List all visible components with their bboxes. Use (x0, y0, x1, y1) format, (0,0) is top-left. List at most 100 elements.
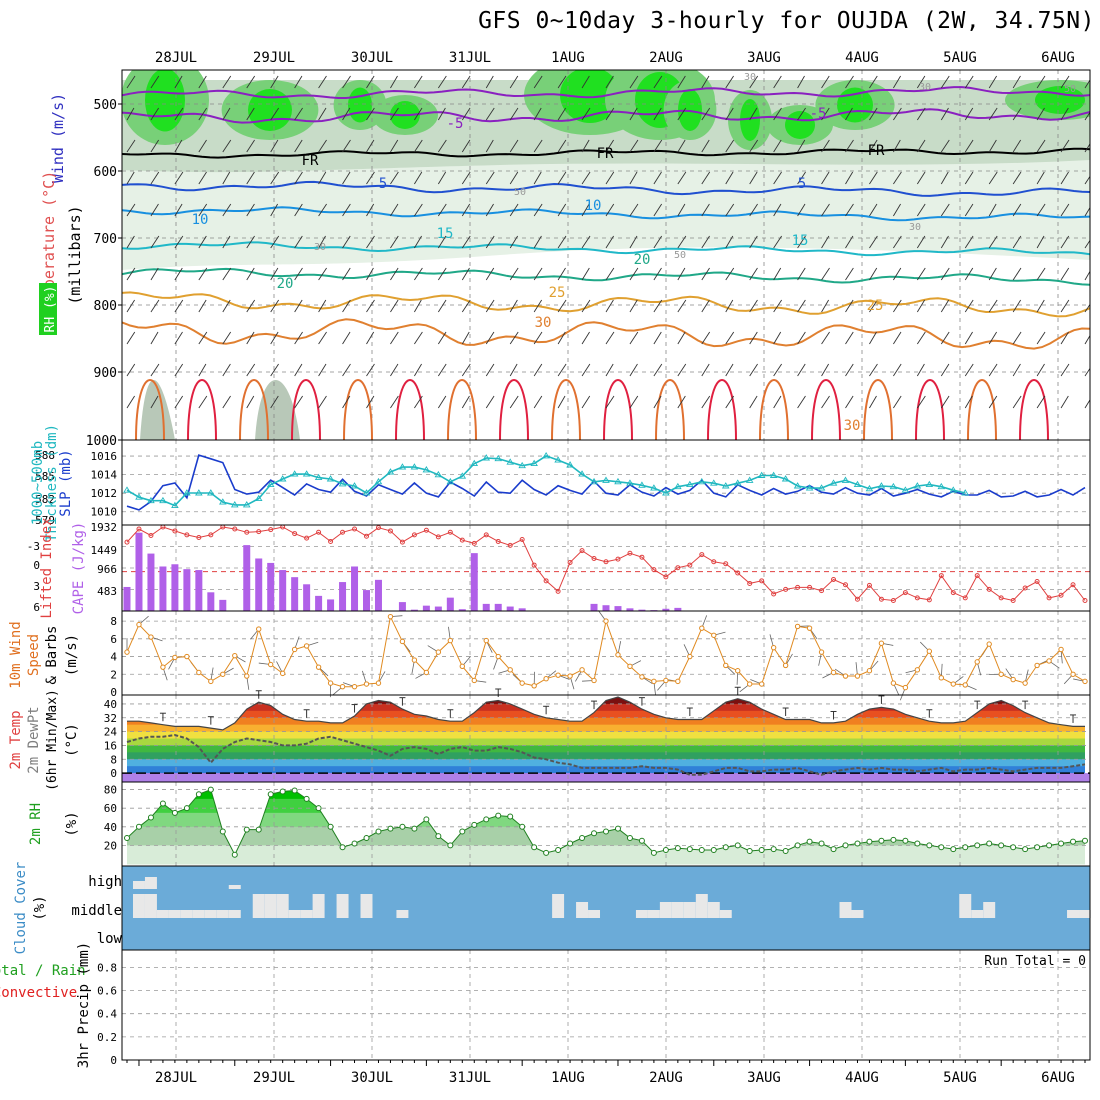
li-point (986, 586, 992, 592)
cloud-middle-bar (204, 910, 217, 918)
rh-point (327, 823, 334, 830)
wind-barb (749, 203, 758, 217)
date-label-top: 30JUL (351, 50, 393, 66)
wind-barb (1060, 395, 1069, 409)
wind-barb (366, 75, 375, 89)
li-point (1058, 592, 1064, 598)
y-tick-label: 60 (104, 802, 117, 815)
wind-barb (605, 267, 615, 281)
wind-barb (509, 363, 518, 377)
cape-bar (171, 564, 179, 611)
wind-speed-point (675, 678, 681, 685)
wind-barb (366, 171, 375, 185)
wind-barb (869, 75, 878, 89)
wind-barb (677, 75, 686, 89)
wind-barb (270, 331, 279, 345)
wind-speed-point (914, 667, 921, 673)
wind-barb (629, 395, 639, 409)
wind-barb (916, 75, 926, 89)
li-point (519, 536, 525, 542)
data-point (338, 480, 347, 487)
li-point (340, 529, 346, 535)
temp-band (127, 717, 1085, 726)
rh-point (423, 816, 430, 823)
wind-barb (342, 299, 351, 313)
rh-point (1070, 838, 1077, 845)
data-point (350, 482, 359, 489)
data-point (805, 484, 814, 491)
wind-speed-point (579, 667, 585, 673)
data-point (817, 484, 826, 491)
minmax-axis-label: (6hr Min/Max) (45, 689, 60, 791)
temp-unit-label: (°C) (64, 723, 80, 757)
li-point (483, 532, 489, 538)
wind-barb (1036, 235, 1045, 249)
contour-label: 50 (674, 250, 686, 261)
wind-barb (581, 171, 591, 185)
wind-barb (916, 171, 926, 185)
wind-barb (126, 203, 136, 217)
wind-barb (725, 331, 735, 345)
wind-barb (629, 171, 638, 185)
li-point (866, 582, 872, 588)
wind-barb (414, 363, 422, 377)
wind-barb (940, 267, 950, 281)
rh-point (471, 821, 478, 828)
data-point (961, 489, 970, 496)
wind-barb (150, 395, 159, 409)
data-point (865, 484, 874, 492)
rh-point (806, 838, 813, 845)
wind-barb (270, 107, 280, 121)
upper-content: -5 -5 FR FR FR 5 5 10 10 15 15 20 20 25 25 30 30 30 50 50 30… (122, 70, 1090, 440)
data-point (853, 480, 862, 488)
isotherm-loop (135, 379, 165, 440)
wind-barb (581, 363, 591, 377)
wind-barb (366, 235, 375, 249)
wind-barb (461, 139, 471, 153)
cloud-middle-bar (588, 910, 601, 918)
wind-barb (893, 203, 901, 217)
data-point (242, 501, 251, 508)
wind-speed-point (854, 673, 861, 679)
wind-barb (533, 171, 542, 185)
rh-point (686, 846, 693, 853)
rh-point (124, 834, 130, 841)
isotherm-line (122, 206, 1090, 222)
wind-barb (581, 107, 591, 121)
wind-barb (725, 395, 735, 409)
wind-barb (485, 299, 495, 313)
li-point (208, 532, 214, 538)
wind-barb (150, 171, 160, 185)
wind-barb (270, 267, 279, 281)
wind-barb (1036, 267, 1046, 281)
wind-barb (318, 107, 327, 121)
wind-barb (342, 107, 351, 121)
wind-barb (150, 299, 160, 313)
wind-barb (940, 203, 950, 217)
wind-barb (797, 395, 806, 409)
wind-speed-point (256, 626, 262, 632)
wind-barb (318, 75, 327, 89)
wind-barb (246, 75, 256, 89)
wind-barb (1036, 203, 1046, 217)
y-tick-label-left: 579 (35, 514, 55, 527)
wind-barb (773, 331, 782, 345)
wind-speed-point (591, 677, 597, 684)
cloud-middle-bar (983, 902, 996, 918)
wind-speed-point (339, 683, 346, 690)
isotherm-loop (187, 379, 217, 440)
cloud-level-label: low (97, 931, 123, 947)
wind-speed-point (1082, 678, 1088, 685)
contour-label: 15 (792, 233, 809, 249)
cloud-middle-bar (635, 910, 648, 918)
wind-barb (701, 107, 711, 121)
wind-barb (461, 107, 471, 121)
cloud-high-bar (132, 881, 145, 889)
wind-barb (1060, 203, 1070, 217)
data-point (949, 486, 958, 493)
cloud-middle-bar (959, 894, 972, 918)
rh-point (830, 846, 837, 853)
data-point (207, 489, 215, 496)
temp-band (127, 703, 1085, 712)
wind-barb (1012, 139, 1022, 153)
